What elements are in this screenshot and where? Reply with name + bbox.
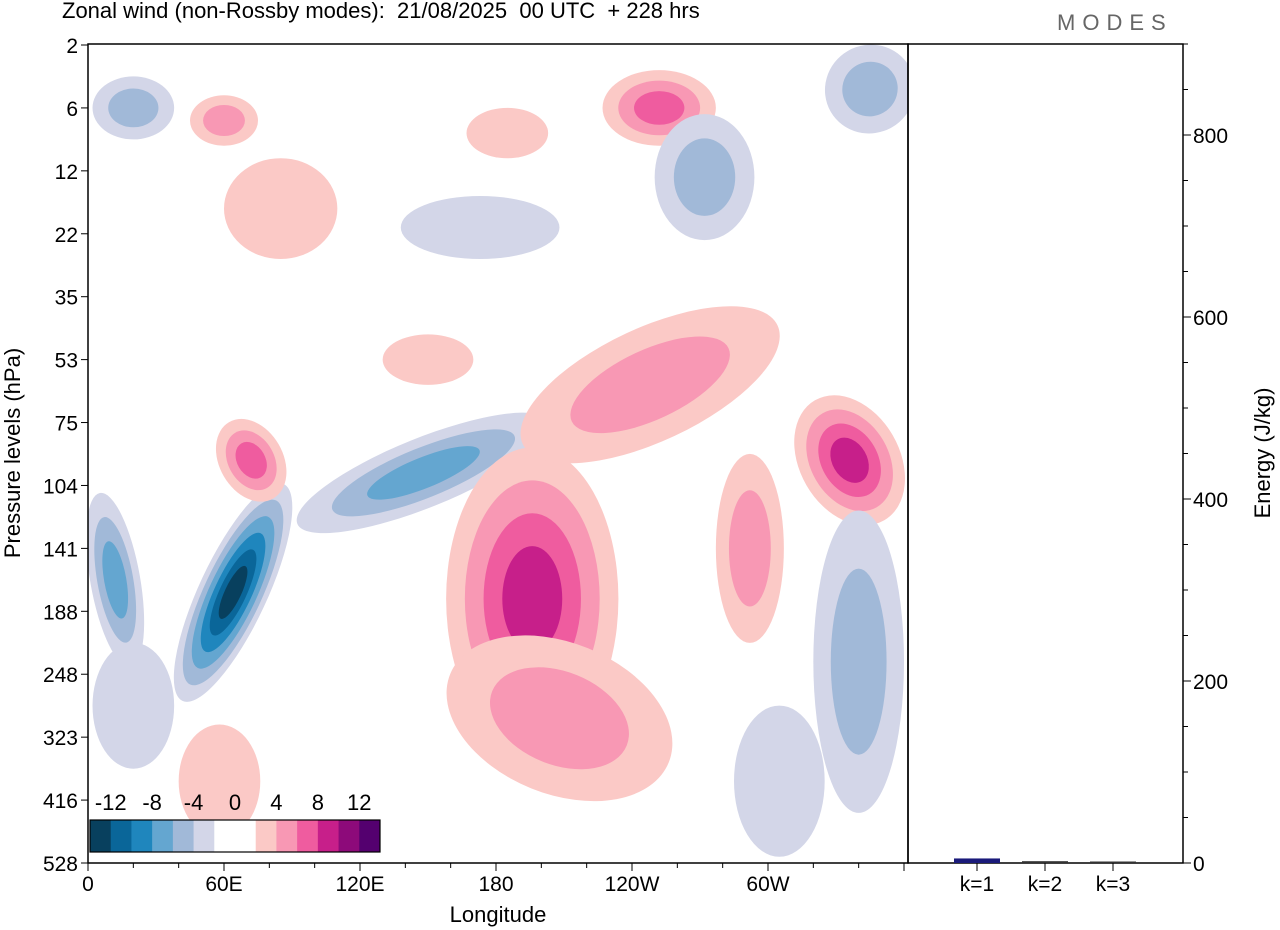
energy-axis-label: Energy (J/kg): [1250, 388, 1275, 519]
energy-tick-label: 200: [1193, 671, 1228, 694]
y-tick-label: 323: [43, 727, 78, 750]
colorbar-label: -12: [95, 790, 127, 815]
modes-logo: MODES: [1057, 10, 1173, 35]
contour-region: [203, 105, 245, 137]
contour-region: [367, 446, 480, 500]
colorbar-label: 8: [312, 790, 324, 815]
colorbar-swatch: [110, 820, 132, 852]
contour-region: [728, 490, 771, 607]
contour-region: [218, 565, 248, 619]
colorbar-swatch: [235, 820, 257, 852]
colorbar-swatch: [131, 820, 153, 852]
colorbar-label: -8: [142, 790, 162, 815]
colorbar-frame: [89, 819, 381, 853]
k-label: k=1: [960, 873, 994, 896]
colorbar-swatch: [90, 820, 112, 852]
contour-field: [88, 44, 908, 857]
contour-region: [842, 61, 898, 117]
colorbar-label: 12: [347, 790, 371, 815]
colorbar-label: 0: [229, 790, 241, 815]
colorbar-swatch: [193, 820, 215, 852]
contour-region: [102, 541, 129, 619]
contour-region: [570, 336, 730, 434]
k-label: k=2: [1028, 873, 1062, 896]
energy-tick-label: 400: [1193, 489, 1228, 512]
colorbar-swatch: [338, 820, 360, 852]
x-tick-label: 60W: [746, 873, 789, 896]
colorbar-swatch: [214, 820, 236, 852]
energy-bar: [1090, 861, 1136, 863]
contour-region: [466, 107, 549, 159]
axes: 0 60E 120E 180 120W 60W Longitude 2 6 12 22 35 53 75 1…: [0, 35, 1184, 927]
contour-region: [502, 546, 563, 652]
y-tick-label: 141: [43, 538, 78, 561]
y-tick-label: 2: [66, 35, 78, 58]
contour-region: [673, 138, 736, 216]
chart-title: Zonal wind (non-Rossby modes): 21/08/202…: [62, 0, 700, 23]
y-tick-label: 22: [55, 224, 78, 247]
energy-tick-label: 600: [1193, 307, 1228, 330]
colorbar-label: -4: [184, 790, 204, 815]
contour-region: [108, 88, 159, 128]
contour-region: [223, 158, 338, 259]
energy-tick-label: 800: [1193, 125, 1228, 148]
y-tick-label: 188: [43, 601, 78, 624]
contour-region: [489, 667, 629, 770]
x-tick-label: 180: [478, 873, 513, 896]
contour-region: [634, 91, 685, 125]
contour-region: [733, 705, 825, 857]
y-tick-label: 12: [55, 161, 78, 184]
energy-tick-label: 0: [1193, 853, 1205, 876]
colorbar: -12 -8 -4 0 4 8 12: [89, 790, 381, 853]
energy-bar: [1022, 861, 1068, 863]
contour-region: [830, 568, 887, 755]
y-tick-label: 6: [66, 98, 78, 121]
contour-region: [830, 437, 869, 483]
contour-region: [178, 724, 261, 838]
colorbar-swatch: [297, 820, 319, 852]
x-tick-label: 120W: [605, 873, 660, 896]
contour-region: [382, 334, 474, 385]
y-tick-label: 53: [55, 350, 78, 373]
y-tick-label: 35: [55, 287, 78, 310]
x-tick-label: 60E: [205, 873, 242, 896]
k-label: k=3: [1096, 873, 1130, 896]
x-axis-label: Longitude: [450, 902, 547, 927]
colorbar-swatch: [172, 820, 195, 852]
contour-region: [400, 195, 560, 259]
colorbar-swatch: [255, 820, 277, 852]
colorbar-label: 4: [270, 790, 282, 815]
contour-region: [235, 441, 267, 479]
y-tick-label: 75: [55, 413, 78, 436]
y-axis-label: Pressure levels (hPa): [0, 348, 25, 558]
colorbar-swatch: [152, 820, 174, 852]
y-tick-label: 528: [43, 853, 78, 876]
colorbar-swatch: [317, 820, 340, 852]
y-tick-label: 248: [43, 664, 78, 687]
x-tick-label: 0: [82, 873, 94, 896]
energy-bar: [954, 858, 1000, 863]
y-tick-label: 416: [43, 790, 78, 813]
y-tick-label: 104: [43, 475, 78, 498]
colorbar-swatch: [359, 820, 381, 852]
colorbar-swatch: [276, 820, 298, 852]
x-tick-label: 120E: [335, 873, 384, 896]
energy-bars: 0 200 400 600 800 Energy (J/kg) k=1 k=2 k=3: [954, 43, 1275, 896]
bar-panel-frame: [907, 43, 1184, 864]
contour-region: [92, 642, 175, 769]
